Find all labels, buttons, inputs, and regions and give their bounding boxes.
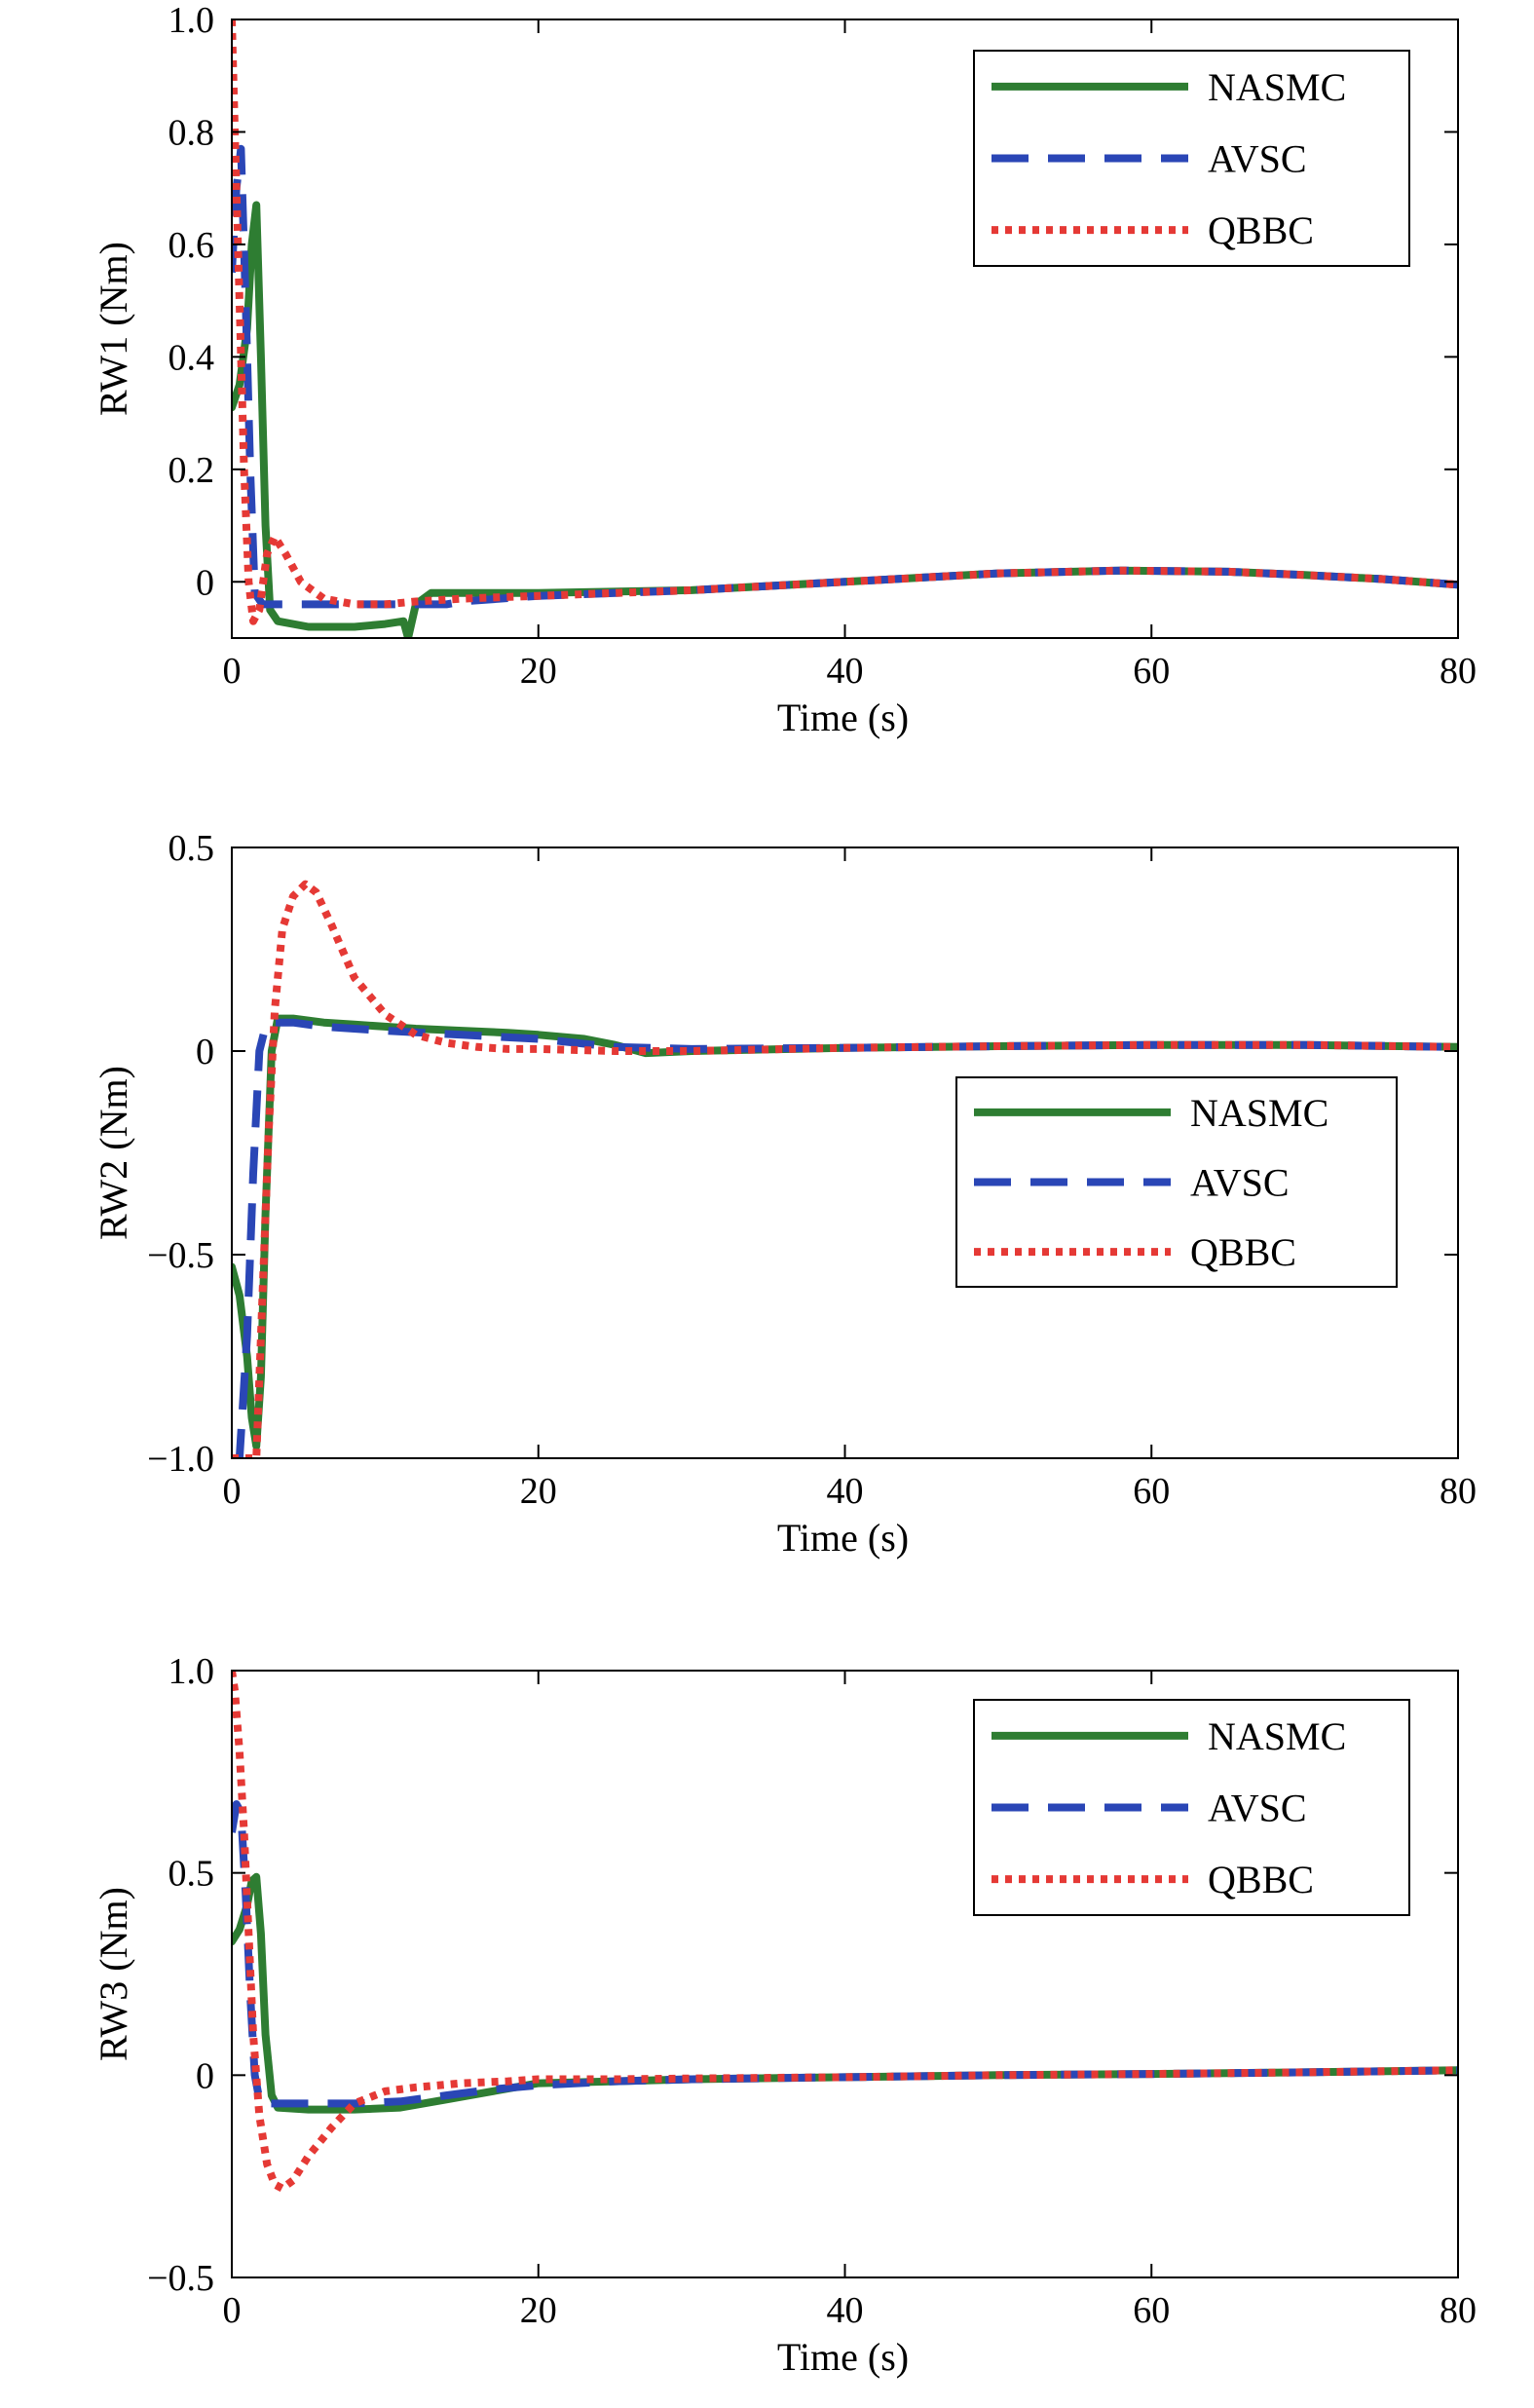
x-tick-label: 0 <box>223 1471 242 1512</box>
x-tick-label: 80 <box>1440 2290 1477 2331</box>
y-tick-label: −0.5 <box>147 1235 214 1276</box>
x-axis-label: Time (s) <box>777 2335 909 2379</box>
legend-label-nasmc: NASMC <box>1208 1714 1346 1758</box>
y-tick-label: 0.5 <box>168 1854 215 1895</box>
y-tick-label: 0 <box>196 2055 214 2096</box>
series-line-qbbc <box>232 19 1458 625</box>
y-tick-label: 1.0 <box>168 0 215 41</box>
x-tick-label: 60 <box>1133 651 1170 692</box>
legend-label-nasmc: NASMC <box>1190 1091 1328 1135</box>
x-tick-label: 0 <box>223 651 242 692</box>
x-tick-label: 0 <box>223 2290 242 2331</box>
x-tick-label: 20 <box>520 651 557 692</box>
legend-label-nasmc: NASMC <box>1208 65 1346 109</box>
y-tick-label: 0.5 <box>168 828 215 869</box>
y-tick-label: 0.2 <box>168 450 215 491</box>
y-axis-label: RW1 (Nm) <box>92 242 135 416</box>
x-tick-label: 40 <box>827 651 864 692</box>
legend-label-avsc: AVSC <box>1208 137 1307 181</box>
x-axis-label: Time (s) <box>777 696 909 739</box>
y-tick-label: 0 <box>196 1032 214 1072</box>
y-tick-label: 0 <box>196 562 214 603</box>
series-line-qbbc <box>232 1671 1458 2193</box>
chart-panel-1: 0 20 40 60 80 0 0.2 0.4 0.6 0.8 1.0 Time (s) RW1 (Nm… <box>92 0 1477 739</box>
y-tick-label: −0.5 <box>147 2258 214 2299</box>
legend: NASMC AVSC QBBC <box>973 1699 1410 1916</box>
legend-label-avsc: AVSC <box>1208 1787 1307 1830</box>
x-tick-label: 20 <box>520 2290 557 2331</box>
x-tick-label: 60 <box>1133 1471 1170 1512</box>
x-tick-label: 20 <box>520 1471 557 1512</box>
legend-label-qbbc: QBBC <box>1208 1858 1314 1901</box>
x-tick-label: 80 <box>1440 651 1477 692</box>
legend-label-qbbc: QBBC <box>1190 1230 1296 1274</box>
y-tick-label: −1.0 <box>147 1439 214 1480</box>
legend: NASMC AVSC QBBC <box>955 1076 1398 1288</box>
x-axis-label: Time (s) <box>777 1516 909 1560</box>
y-tick-label: 0.8 <box>168 112 215 153</box>
y-tick-label: 1.0 <box>168 1651 215 1692</box>
chart-panel-2: 0 20 40 60 80 −1.0 −0.5 0 0.5 Time (s) RW2 (Nm) NAS… <box>92 828 1477 1560</box>
y-tick-label: 0.6 <box>168 225 215 266</box>
legend: NASMC AVSC QBBC <box>973 50 1410 267</box>
x-tick-label: 40 <box>827 1471 864 1512</box>
series-line-qbbc <box>232 880 1458 1458</box>
x-tick-label: 60 <box>1133 2290 1170 2331</box>
x-tick-label: 80 <box>1440 1471 1477 1512</box>
legend-label-avsc: AVSC <box>1190 1161 1290 1205</box>
y-tick-label: 0.4 <box>168 337 215 378</box>
x-tick-label: 40 <box>827 2290 864 2331</box>
y-axis-label: RW3 (Nm) <box>92 1887 135 2061</box>
legend-label-qbbc: QBBC <box>1208 208 1314 252</box>
y-axis-label: RW2 (Nm) <box>92 1066 135 1240</box>
